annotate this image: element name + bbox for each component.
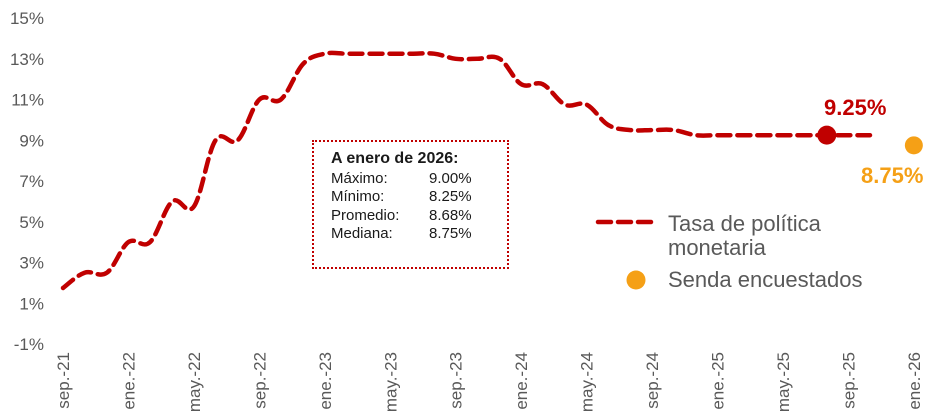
box-value: 9.00% [429,169,472,187]
y-tick-label: 3% [19,254,44,273]
current-rate-point [817,125,837,145]
x-tick-label: sep.-25 [839,352,858,409]
y-tick-label: 15% [10,9,44,28]
survey-rate-label: 8.75% [861,163,923,188]
x-axis: sep.-21 ene.-22 may.-22 sep.-22 ene.-23 may.-… [54,352,924,412]
current-rate-label: 9.25% [824,95,886,120]
legend-dot-swatch [626,270,646,290]
y-tick-label: -1% [14,335,44,354]
x-tick-label: ene.-26 [905,352,924,410]
box-row-median: Mediana: 8.75% [331,225,507,244]
y-tick-label: 5% [19,213,44,232]
box-value: 8.75% [429,225,472,242]
legend-dot-label: Senda encuestados [668,267,863,292]
box-key: Promedio: [331,206,400,224]
legend-line-label-1: Tasa de política [668,211,822,236]
x-tick-label: sep.-21 [54,352,73,409]
x-tick-label: may.-23 [381,352,400,412]
x-tick-label: ene.-22 [119,352,138,410]
expectations-box: A enero de 2026: Máximo: 9.00% Mínimo: 8… [312,140,509,269]
series-layer [60,50,873,291]
x-tick-label: sep.-22 [250,352,269,409]
x-tick-label: ene.-24 [512,352,531,410]
box-row-max: Máximo: 9.00% [331,170,507,189]
x-tick-label: ene.-25 [709,352,728,410]
box-row-mean: Promedio: 8.68% [331,207,507,226]
y-tick-label: 11% [11,91,44,110]
box-key: Máximo: [331,169,388,187]
x-tick-label: may.-24 [578,352,597,412]
x-tick-label: sep.-24 [643,352,662,409]
box-value: 8.68% [429,206,472,224]
y-tick-label: 7% [19,172,44,191]
box-title: A enero de 2026: [331,150,459,167]
legend-line-label-2: monetaria [668,235,767,260]
x-tick-label: may.-22 [185,352,204,412]
x-tick-label: ene.-23 [316,352,335,410]
y-tick-label: 9% [19,131,44,150]
y-tick-label: 1% [19,294,44,313]
y-tick-label: 13% [10,50,44,69]
survey-point [904,136,923,155]
y-axis: 15% 13% 11% 9% 7% 5% 3% 1% -1% [10,9,44,354]
points-layer [817,125,923,155]
x-tick-label: may.-25 [774,352,793,412]
box-row-min: Mínimo: 8.25% [331,188,507,207]
series-line-policy-rate [60,50,873,291]
box-key: Mediana: [331,225,393,242]
box-value: 8.25% [429,188,472,205]
x-tick-label: sep.-23 [447,352,466,409]
box-key: Mínimo: [331,188,385,205]
